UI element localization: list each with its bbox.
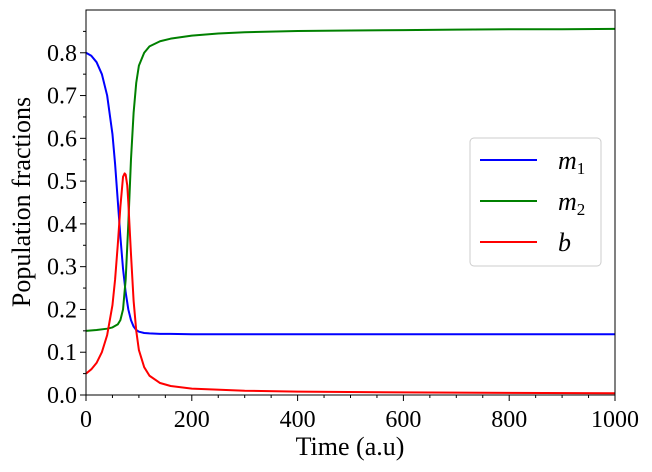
y-axis-ticks: 0.0 0.1 0.2 0.3 0.4 0.5 0.6 0.7 0.8 <box>47 30 86 409</box>
y-tick-label: 0.4 <box>47 212 77 238</box>
x-tick-label: 600 <box>385 407 421 433</box>
x-tick-label: 800 <box>491 407 527 433</box>
y-tick-label: 0.3 <box>47 255 77 281</box>
series-line-m2 <box>85 27 616 332</box>
y-tick-label: 0.8 <box>47 41 77 67</box>
series-line-b <box>85 172 616 395</box>
x-tick-label: 0 <box>80 407 92 433</box>
y-axis-label: Population fractions <box>7 97 36 307</box>
y-tick-label: 0.6 <box>47 126 77 152</box>
series-layer <box>85 27 616 395</box>
y-tick-label: 0.2 <box>47 297 77 323</box>
y-tick-label: 0.0 <box>47 383 77 409</box>
y-tick-label: 0.1 <box>47 340 77 366</box>
y-tick-label: 0.7 <box>47 84 77 110</box>
x-tick-label: 200 <box>174 407 210 433</box>
x-tick-label: 400 <box>280 407 316 433</box>
x-axis-label: Time (a.u) <box>296 432 405 461</box>
x-axis-ticks: 0 200 400 600 800 1000 <box>80 395 639 433</box>
series-line-m1 <box>85 51 615 336</box>
legend-label-b: b <box>558 228 571 257</box>
y-tick-label: 0.5 <box>47 169 77 195</box>
x-tick-label: 1000 <box>591 407 639 433</box>
